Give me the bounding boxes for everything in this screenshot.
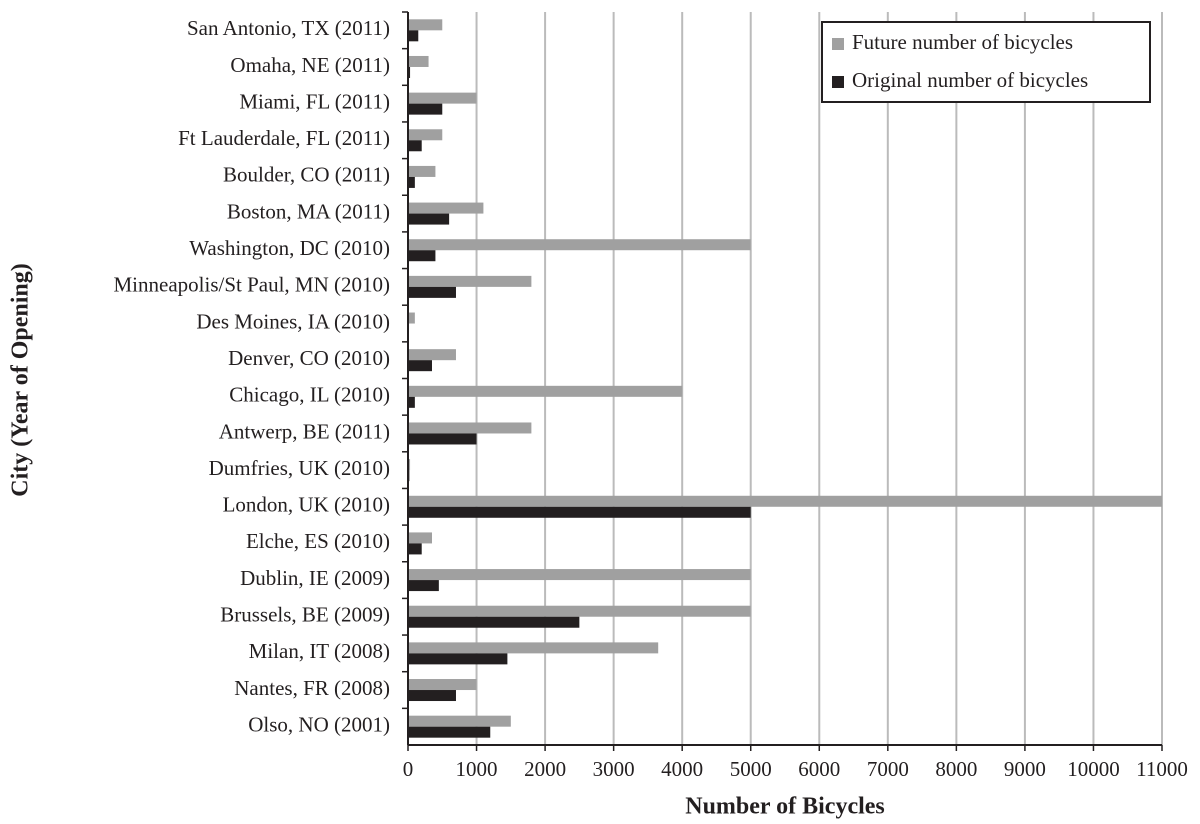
y-axis-title: City (Year of Opening) bbox=[8, 263, 34, 497]
y-tick-label: Brussels, BE (2009) bbox=[220, 603, 390, 627]
bar bbox=[408, 92, 477, 104]
bar bbox=[408, 140, 422, 152]
bar bbox=[408, 653, 508, 665]
bar bbox=[408, 176, 415, 188]
bar bbox=[408, 103, 443, 115]
y-tick-label: San Antonio, TX (2011) bbox=[187, 16, 390, 40]
x-tick-label: 2000 bbox=[524, 757, 566, 781]
bar bbox=[408, 30, 419, 42]
legend-swatch bbox=[832, 38, 844, 50]
bar bbox=[408, 129, 443, 141]
bar bbox=[408, 459, 411, 471]
bar bbox=[408, 433, 477, 445]
bar bbox=[408, 19, 443, 31]
bar bbox=[408, 605, 751, 617]
x-tick-label: 7000 bbox=[867, 757, 909, 781]
bar bbox=[408, 506, 751, 518]
bar bbox=[408, 312, 415, 324]
bar bbox=[408, 715, 511, 727]
legend-label: Original number of bicycles bbox=[852, 68, 1088, 92]
bar bbox=[408, 422, 532, 434]
x-tick-label: 8000 bbox=[935, 757, 977, 781]
y-tick-label: Antwerp, BE (2011) bbox=[219, 419, 390, 443]
bar bbox=[408, 690, 456, 702]
y-tick-label: Milan, IT (2008) bbox=[249, 639, 390, 663]
bar bbox=[408, 495, 1162, 507]
x-tick-label: 9000 bbox=[1004, 757, 1046, 781]
x-tick-label: 4000 bbox=[661, 757, 703, 781]
bar bbox=[408, 580, 439, 592]
legend-swatch bbox=[832, 76, 844, 88]
y-tick-label: London, UK (2010) bbox=[223, 493, 390, 517]
y-tick-label: Denver, CO (2010) bbox=[228, 346, 390, 370]
legend-label: Future number of bicycles bbox=[852, 30, 1073, 54]
bar bbox=[408, 679, 477, 691]
y-tick-label: Des Moines, IA (2010) bbox=[196, 309, 390, 333]
y-tick-label: Nantes, FR (2008) bbox=[234, 676, 390, 700]
y-tick-label: Ft Lauderdale, FL (2011) bbox=[178, 126, 390, 150]
y-tick-label: Omaha, NE (2011) bbox=[230, 53, 390, 77]
bar bbox=[408, 569, 751, 581]
y-tick-label: Dumfries, UK (2010) bbox=[209, 456, 390, 480]
x-axis-title: Number of Bicycles bbox=[685, 794, 885, 820]
y-tick-label: Boston, MA (2011) bbox=[227, 199, 390, 223]
bar bbox=[408, 396, 415, 408]
legend-box bbox=[821, 21, 1151, 103]
bar bbox=[408, 726, 491, 738]
x-tick-label: 3000 bbox=[593, 757, 635, 781]
bar bbox=[408, 385, 683, 397]
bar bbox=[408, 165, 436, 177]
x-tick-label: 6000 bbox=[798, 757, 840, 781]
y-tick-label: Chicago, IL (2010) bbox=[229, 383, 390, 407]
y-tick-label: Miami, FL (2011) bbox=[239, 89, 390, 113]
bar bbox=[408, 349, 456, 361]
x-tick-label: 1000 bbox=[456, 757, 498, 781]
y-tick-label: Dublin, IE (2009) bbox=[240, 566, 390, 590]
y-tick-label: Olso, NO (2001) bbox=[248, 712, 390, 736]
bar bbox=[408, 642, 659, 654]
bar bbox=[408, 616, 580, 628]
bar bbox=[408, 532, 432, 544]
x-tick-label: 11000 bbox=[1136, 757, 1188, 781]
y-tick-label: Minneapolis/St Paul, MN (2010) bbox=[114, 273, 391, 297]
y-tick-label: Boulder, CO (2011) bbox=[223, 163, 390, 187]
bar bbox=[408, 360, 432, 372]
bar bbox=[408, 213, 450, 225]
bar bbox=[408, 543, 422, 555]
bar bbox=[408, 239, 751, 251]
x-tick-label: 10000 bbox=[1067, 757, 1120, 781]
bar bbox=[408, 275, 532, 287]
bar bbox=[408, 55, 429, 67]
bar bbox=[408, 286, 456, 298]
bar bbox=[408, 250, 436, 262]
y-tick-label: Washington, DC (2010) bbox=[189, 236, 390, 260]
bar bbox=[408, 66, 411, 78]
x-tick-label: 0 bbox=[403, 757, 414, 781]
x-tick-label: 5000 bbox=[730, 757, 772, 781]
y-tick-label: Elche, ES (2010) bbox=[246, 529, 390, 553]
bar bbox=[408, 202, 484, 214]
